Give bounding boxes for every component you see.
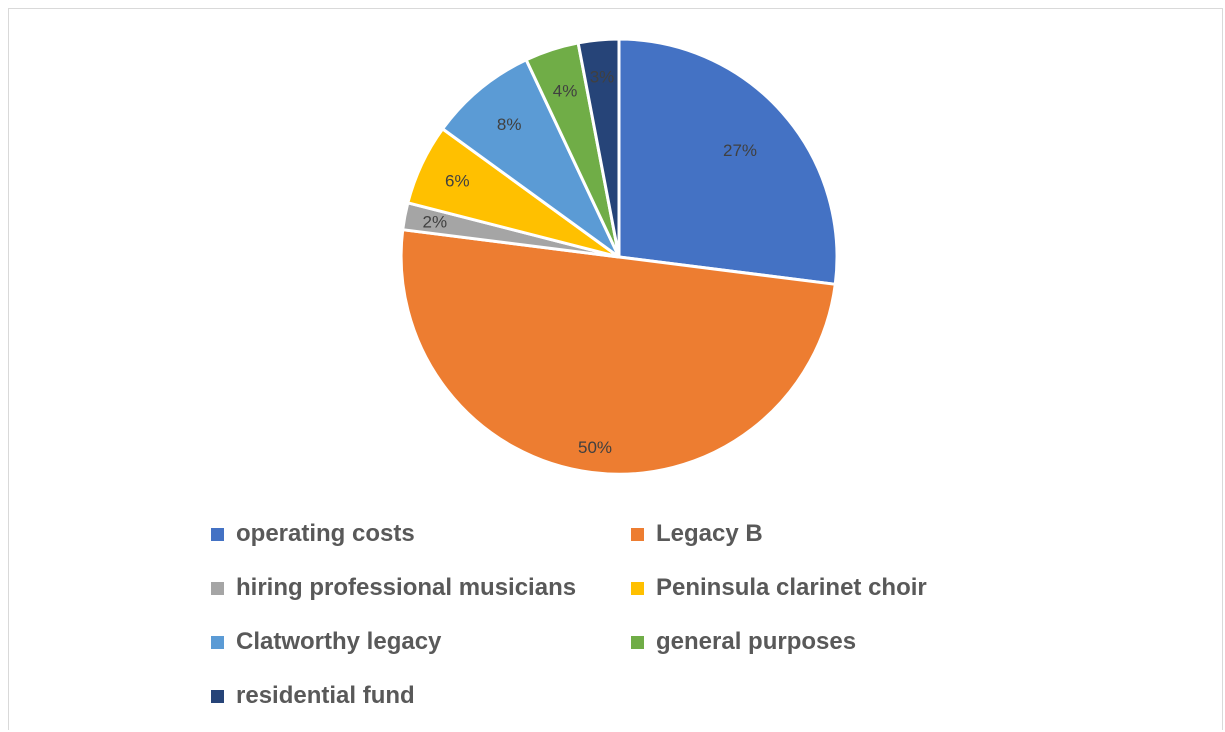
- legend-label: Clatworthy legacy: [236, 628, 442, 655]
- legend-item-general-purposes: general purposes: [631, 622, 856, 662]
- pie-labels: 27% 50% 2% 6% 8% 4% 3%: [423, 67, 758, 456]
- data-label-general-purposes: 4%: [553, 82, 578, 101]
- data-label-operating-costs: 27%: [723, 141, 757, 160]
- legend-label: Peninsula clarinet choir: [656, 574, 927, 601]
- legend-label: hiring professional musicians: [236, 574, 577, 601]
- legend-item-residential-fund: residential fund: [211, 676, 415, 716]
- legend-item-clatworthy-legacy: Clatworthy legacy: [211, 622, 441, 662]
- pie-slice-clatworthy-legacy: [441, 58, 621, 259]
- legend-label: general purposes: [656, 628, 857, 655]
- data-label-peninsula-clarinet-choir: 6%: [445, 171, 470, 190]
- data-label-legacy-b: 50%: [578, 438, 612, 457]
- legend-item-operating-costs: operating costs: [211, 514, 415, 554]
- legend-swatch: [211, 689, 224, 703]
- legend-label: residential fund: [236, 682, 415, 709]
- legend-item-hiring-professional-musicians: hiring professional musicians: [211, 568, 576, 608]
- pie-slice-residential-fund: [576, 37, 621, 259]
- pie-slice-legacy-b: [399, 228, 837, 476]
- pie-slices: [399, 37, 839, 476]
- legend-swatch: [631, 527, 644, 541]
- legend-swatch: [631, 581, 644, 595]
- legend-label: operating costs: [236, 520, 415, 547]
- data-label-residential-fund: 3%: [590, 67, 615, 86]
- legend-swatch: [631, 635, 644, 649]
- legend-swatch: [211, 635, 224, 649]
- legend-item-legacy-b: Legacy B: [631, 514, 763, 554]
- legend-item-peninsula-clarinet-choir: Peninsula clarinet choir: [631, 568, 927, 608]
- legend-label: Legacy B: [656, 520, 763, 547]
- legend-swatch: [211, 581, 224, 595]
- chart-frame: [8, 8, 1223, 730]
- data-label-hiring-professional-musicians: 2%: [423, 212, 448, 231]
- pie-slice-operating-costs: [617, 37, 839, 286]
- data-label-clatworthy-legacy: 8%: [497, 115, 522, 134]
- legend-swatch: [211, 527, 224, 541]
